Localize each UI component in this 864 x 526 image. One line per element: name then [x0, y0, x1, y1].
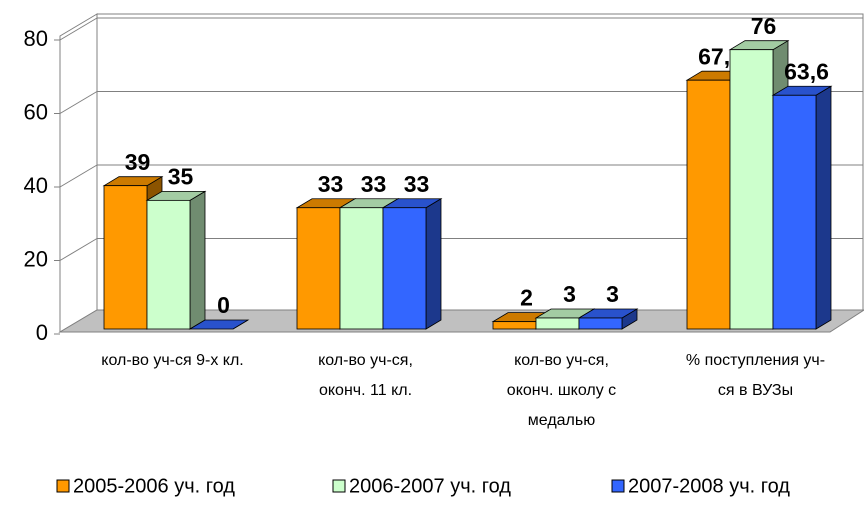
bar-front — [492, 321, 537, 330]
legend-swatch — [611, 479, 625, 493]
value-label: 33 — [361, 171, 387, 197]
value-label: 76 — [751, 13, 777, 39]
y-tick-label: 0 — [36, 320, 48, 345]
bar-front — [729, 49, 774, 330]
value-label: 35 — [168, 163, 194, 189]
legend-swatch — [56, 479, 70, 493]
x-tick-label: % поступления уч- — [686, 352, 825, 369]
x-tick-label: кол-во уч-ся, — [514, 352, 609, 369]
bar-front — [578, 317, 623, 330]
bar-side — [189, 190, 206, 330]
bar — [145, 190, 207, 330]
bar — [771, 85, 833, 330]
grid-line — [59, 164, 98, 188]
legend-label: 2006-2007 уч. год — [349, 475, 511, 497]
bar-top — [188, 319, 250, 330]
side-wall — [59, 13, 98, 333]
legend-label: 2007-2008 уч. год — [628, 475, 790, 497]
grid-line — [59, 91, 98, 114]
legend-swatch — [332, 479, 346, 493]
bar-front — [339, 207, 384, 330]
legend-label: 2005-2006 уч. год — [73, 475, 235, 497]
bar-front — [146, 199, 191, 330]
y-tick-label: 40 — [24, 173, 48, 198]
bar — [381, 198, 443, 330]
y-tick-label: 80 — [24, 26, 48, 51]
y-tick-label: 60 — [24, 99, 48, 124]
bar-front — [103, 185, 148, 330]
bar — [188, 319, 250, 330]
x-tick-label: кол-во уч-ся, — [318, 352, 413, 369]
value-label: 3 — [606, 281, 619, 307]
grid-line — [59, 238, 98, 261]
x-tick-label: кол-во уч-ся 9-х кл. — [101, 352, 243, 369]
value-label: 39 — [125, 149, 151, 175]
y-tick-label: 20 — [24, 246, 48, 271]
value-label: 2 — [520, 285, 533, 311]
bar-front — [772, 94, 817, 330]
bar-side — [425, 198, 442, 330]
bar-front — [686, 79, 731, 330]
value-label: 3 — [563, 281, 576, 307]
value-label: 33 — [404, 171, 430, 197]
x-tick-label: оконч. 11 кл. — [319, 382, 412, 399]
x-tick-label: ся в ВУЗы — [718, 382, 793, 399]
value-label: 33 — [318, 171, 344, 197]
bar-front — [296, 207, 341, 330]
floor — [58, 309, 864, 333]
grid-line — [59, 17, 98, 41]
bar-side — [815, 85, 832, 330]
bar-front — [382, 207, 427, 330]
value-label: 0 — [217, 292, 230, 318]
bar — [577, 308, 639, 330]
bar-front — [535, 317, 580, 330]
x-tick-label: оконч. школу с — [507, 382, 616, 399]
x-tick-label: медалью — [528, 412, 595, 429]
value-label: 63,6 — [784, 58, 829, 84]
